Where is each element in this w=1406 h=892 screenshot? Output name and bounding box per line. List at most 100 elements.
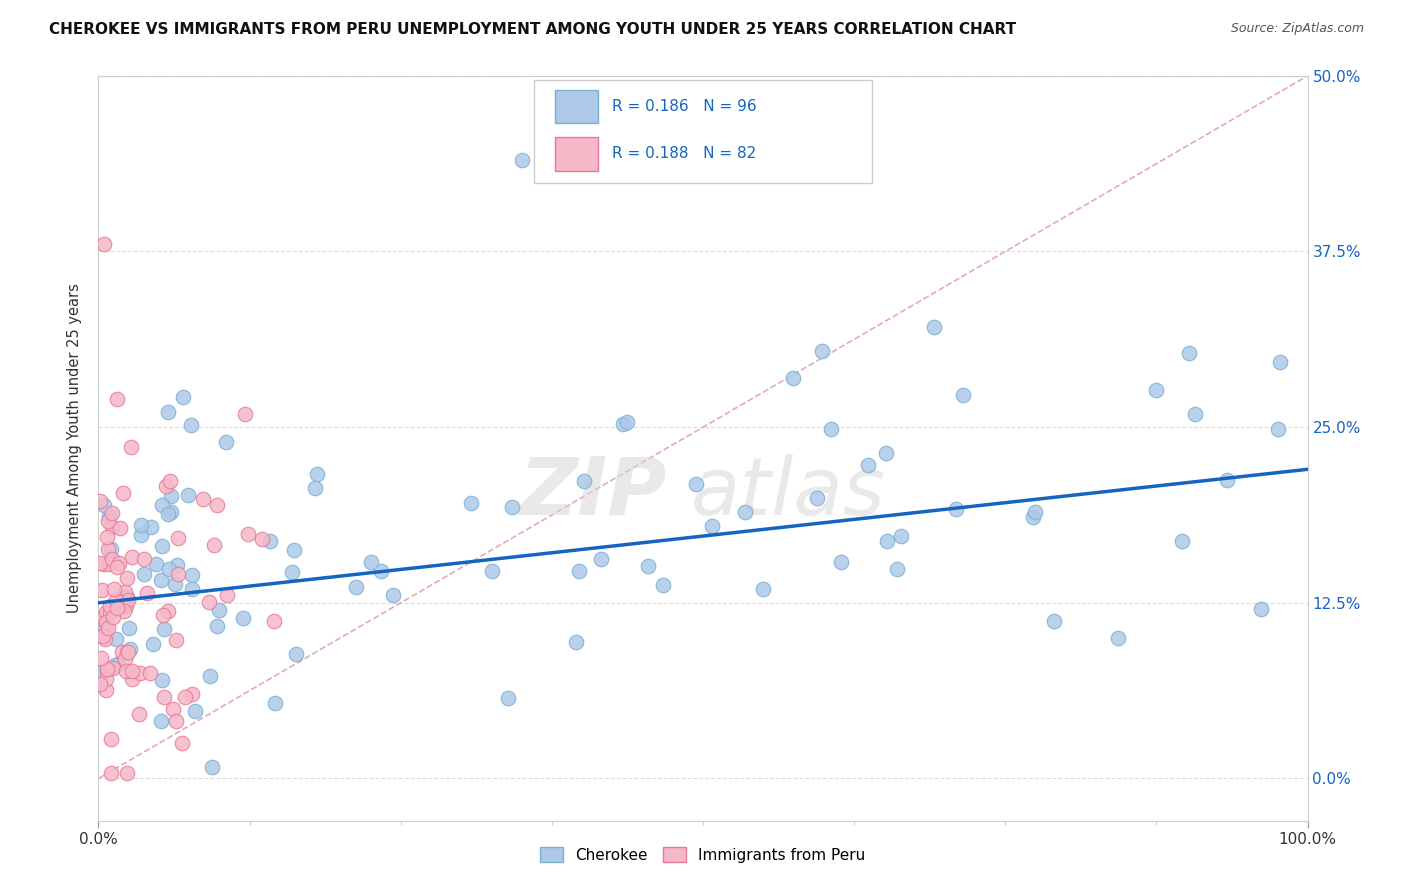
Point bbox=[141, 520, 163, 534]
Point bbox=[153, 623, 176, 637]
Point bbox=[156, 508, 179, 522]
Point bbox=[782, 371, 804, 385]
Point bbox=[107, 556, 129, 570]
Point bbox=[612, 417, 634, 431]
Point bbox=[93, 499, 115, 513]
Point bbox=[121, 665, 143, 679]
Point bbox=[111, 485, 134, 500]
Point bbox=[129, 665, 152, 680]
Point bbox=[1024, 505, 1046, 519]
Point bbox=[501, 500, 523, 514]
Point bbox=[117, 644, 139, 658]
Point bbox=[172, 736, 194, 750]
Point bbox=[232, 611, 254, 625]
Point bbox=[591, 552, 613, 566]
Point bbox=[131, 518, 153, 533]
Point bbox=[159, 474, 181, 488]
Point bbox=[734, 505, 756, 519]
Point bbox=[637, 559, 659, 574]
Point bbox=[89, 665, 111, 680]
Point bbox=[157, 561, 180, 575]
Point bbox=[97, 514, 120, 528]
Text: atlas: atlas bbox=[690, 454, 886, 532]
Point bbox=[157, 405, 180, 419]
Point bbox=[136, 586, 159, 600]
Point bbox=[1178, 346, 1201, 360]
Point bbox=[97, 508, 120, 523]
Point bbox=[922, 320, 945, 334]
Point bbox=[167, 566, 190, 581]
Point bbox=[236, 527, 259, 541]
Point bbox=[101, 519, 124, 533]
Point bbox=[104, 658, 127, 673]
Point bbox=[820, 422, 842, 436]
Point bbox=[890, 529, 912, 543]
Point bbox=[876, 534, 898, 549]
Point bbox=[180, 687, 202, 701]
Point bbox=[121, 673, 143, 687]
Point bbox=[1216, 473, 1239, 487]
Point bbox=[157, 604, 180, 618]
Point bbox=[121, 549, 143, 564]
Point bbox=[172, 390, 194, 404]
Point bbox=[198, 668, 221, 682]
Point bbox=[1267, 422, 1289, 436]
Point bbox=[117, 766, 139, 780]
Point bbox=[259, 534, 281, 549]
Point bbox=[481, 564, 503, 578]
Point bbox=[132, 551, 155, 566]
Point bbox=[118, 641, 141, 656]
Point bbox=[150, 498, 173, 512]
Point bbox=[142, 637, 165, 651]
Point bbox=[263, 696, 285, 710]
Point bbox=[565, 635, 588, 649]
Point bbox=[103, 610, 125, 624]
Point bbox=[285, 647, 308, 661]
Point bbox=[180, 567, 202, 582]
Point bbox=[132, 567, 155, 582]
Point bbox=[105, 560, 128, 574]
Point bbox=[1144, 383, 1167, 397]
Point bbox=[952, 388, 974, 402]
Point bbox=[281, 565, 304, 579]
Point bbox=[110, 521, 132, 535]
Point bbox=[103, 582, 125, 597]
Point bbox=[105, 392, 128, 406]
Point bbox=[752, 582, 775, 596]
Point bbox=[150, 673, 173, 687]
Point bbox=[460, 496, 482, 510]
Point bbox=[382, 588, 405, 602]
Point bbox=[118, 621, 141, 635]
Point bbox=[830, 555, 852, 569]
Point bbox=[191, 492, 214, 507]
Point bbox=[700, 519, 723, 533]
FancyBboxPatch shape bbox=[534, 80, 872, 183]
Text: Source: ZipAtlas.com: Source: ZipAtlas.com bbox=[1230, 22, 1364, 36]
Point bbox=[165, 714, 187, 728]
Point bbox=[207, 619, 229, 633]
Point bbox=[111, 597, 134, 611]
Point bbox=[202, 538, 225, 552]
Point bbox=[198, 595, 221, 609]
Point bbox=[1250, 601, 1272, 615]
Point bbox=[105, 600, 128, 615]
Point bbox=[128, 706, 150, 721]
Point bbox=[370, 564, 392, 578]
Point bbox=[856, 458, 879, 473]
Point bbox=[105, 632, 128, 647]
Point bbox=[574, 474, 596, 488]
Point bbox=[98, 599, 121, 614]
Point bbox=[96, 605, 118, 619]
Point bbox=[252, 533, 274, 547]
Text: ZIP: ZIP bbox=[519, 454, 666, 532]
Point bbox=[180, 418, 202, 433]
Point bbox=[117, 571, 139, 585]
Point bbox=[163, 576, 186, 591]
Point bbox=[1022, 509, 1045, 524]
Text: R = 0.186   N = 96: R = 0.186 N = 96 bbox=[612, 99, 756, 114]
Point bbox=[103, 661, 125, 675]
Point bbox=[177, 488, 200, 502]
Point bbox=[97, 541, 120, 556]
Point bbox=[160, 505, 183, 519]
Point bbox=[652, 578, 675, 592]
